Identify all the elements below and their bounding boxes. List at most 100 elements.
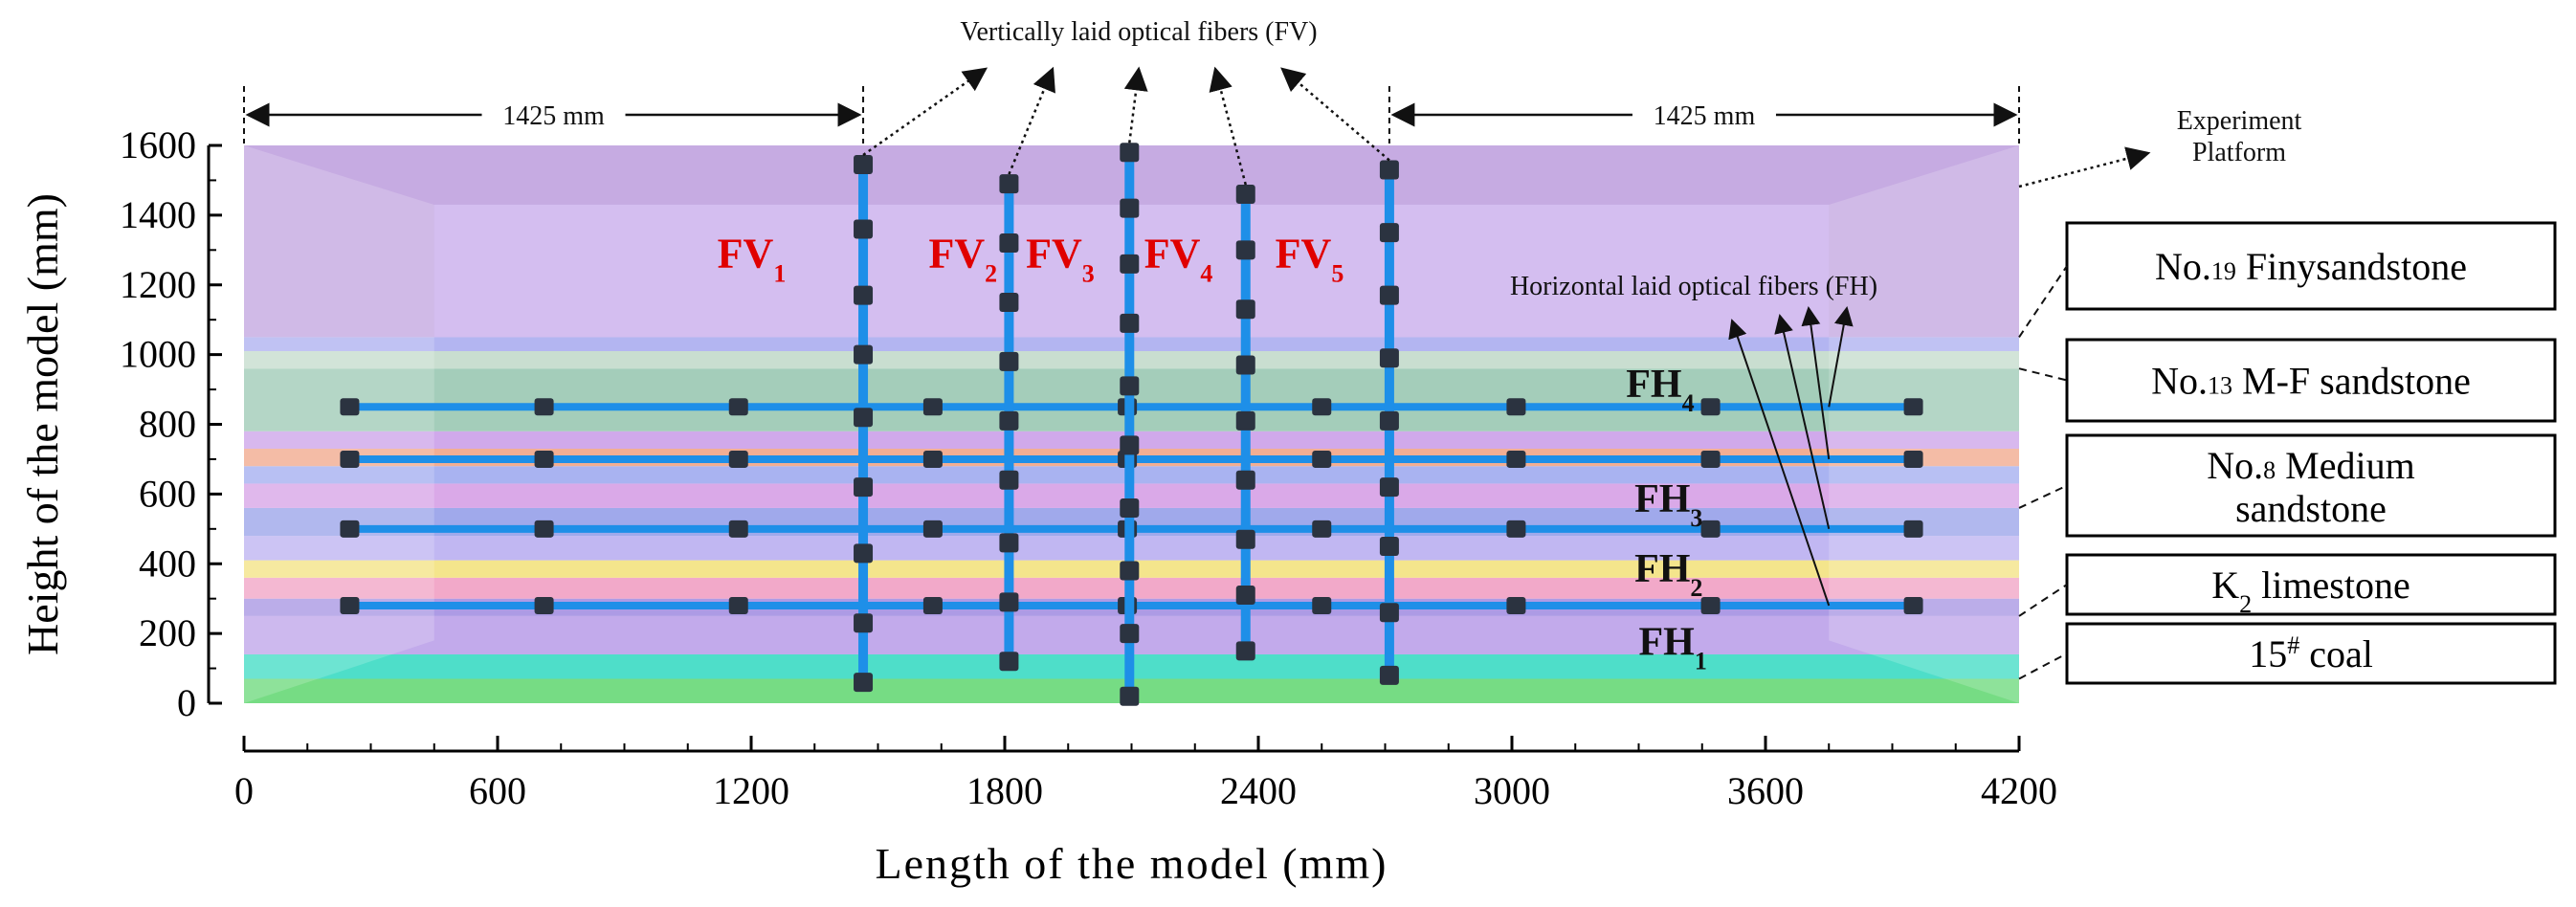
dim-label-right: 1425 mm xyxy=(1654,101,1756,131)
fv-label: FV2 xyxy=(929,231,998,288)
fiber-sensor xyxy=(1235,586,1255,606)
fiber-sensor xyxy=(854,543,874,564)
fiber-sensor xyxy=(854,219,874,239)
fh-callout-text: Horizontal laid optical fibers (FH) xyxy=(1510,272,1877,301)
fiber-sensor xyxy=(1379,477,1399,498)
fiber-sensor xyxy=(1903,596,1923,614)
fv-label: FV3 xyxy=(1026,231,1095,288)
fiber-sensor xyxy=(999,470,1019,490)
fiber-sensor xyxy=(1379,410,1399,431)
strata-label: 15# coal xyxy=(2249,631,2373,676)
fiber-sensor xyxy=(1379,537,1399,557)
strata-legend: No.19 Finysandstone No.13 M-F sandstone No… xyxy=(2018,221,2557,685)
fiber-sensor xyxy=(1700,596,1721,614)
fh-label: FH2 xyxy=(1634,547,1702,602)
y-tick-label: 1000 xyxy=(120,333,196,376)
fiber-sensor xyxy=(1903,450,1923,468)
fiber-sensor xyxy=(1120,498,1140,518)
fiber-sensor xyxy=(1120,143,1140,163)
fiber-sensor xyxy=(1312,596,1332,614)
fiber-sensor xyxy=(340,450,360,468)
fiber-sensor xyxy=(1506,596,1526,614)
fiber-sensor xyxy=(1235,470,1255,490)
fiber-sensor xyxy=(1700,520,1721,538)
fiber-sensor xyxy=(1903,520,1923,538)
strata-label: K2 limestone xyxy=(2211,564,2409,618)
optical-fibers xyxy=(340,143,1923,706)
fiber-sensor xyxy=(922,596,943,614)
fv-callout-arrow xyxy=(1123,66,1148,144)
fiber-sensor xyxy=(1379,348,1399,368)
fiber-sensor xyxy=(1312,450,1332,468)
dim-label-left: 1425 mm xyxy=(502,101,605,131)
fiber-sensor xyxy=(1120,624,1140,644)
fiber-sensor xyxy=(1379,160,1399,180)
strata-label: No.19 Finysandstone xyxy=(2155,245,2467,288)
strata-leader xyxy=(2018,265,2068,338)
fiber-sensor xyxy=(1506,450,1526,468)
y-tick-label: 600 xyxy=(139,472,196,515)
platform-left-wall xyxy=(244,145,434,703)
fiber-sensor xyxy=(1120,313,1140,333)
strata-label: No.13 M-F sandstone xyxy=(2151,360,2471,403)
fv-label: FV5 xyxy=(1276,231,1344,288)
fiber-sensor xyxy=(1120,376,1140,396)
fiber-sensor xyxy=(1235,410,1255,431)
x-tick-label: 3000 xyxy=(1474,769,1550,812)
fiber-sensor xyxy=(854,344,874,365)
fiber-sensor xyxy=(1312,398,1332,416)
fiber-sensor xyxy=(1506,520,1526,538)
fiber-sensor xyxy=(854,155,874,175)
strata-box xyxy=(2065,553,2557,616)
fh-callout-arrow xyxy=(1728,319,1831,607)
fiber-sensor xyxy=(854,477,874,498)
fiber-labels: FV1 FV2 FV3 FV4 FV5 FH1 FH2 FH3 FH4 xyxy=(718,231,1707,675)
x-tick-label: 2400 xyxy=(1220,769,1297,812)
x-tick-label: 1200 xyxy=(713,769,789,812)
strata-leader xyxy=(2018,367,2068,382)
fiber-sensor xyxy=(1506,398,1526,416)
fiber-sensor xyxy=(534,398,554,416)
fiber-sensor xyxy=(1312,520,1332,538)
dim-label-bg xyxy=(1632,98,1776,132)
fiber-sensor xyxy=(854,285,874,305)
fiber-sensor xyxy=(854,673,874,693)
fiber-sensor xyxy=(999,652,1019,672)
fiber-sensor xyxy=(1235,641,1255,661)
fiber-sensor xyxy=(1379,285,1399,305)
fiber-sensor xyxy=(534,450,554,468)
fv-callout-arrow xyxy=(1008,66,1055,175)
fiber-sensor xyxy=(1379,223,1399,243)
fiber-sensor xyxy=(1700,450,1721,468)
y-tick-label: 1400 xyxy=(120,193,196,236)
y-tick-label: 200 xyxy=(139,611,196,654)
fiber-sensor xyxy=(1235,355,1255,375)
platform-callout-line2: Platform xyxy=(2192,138,2286,167)
y-tick-label: 400 xyxy=(139,542,196,585)
x-tick-label: 1800 xyxy=(966,769,1043,812)
fv-label: FV1 xyxy=(718,231,787,288)
fiber-sensor xyxy=(922,450,943,468)
fiber-sensor xyxy=(340,596,360,614)
x-tick-label: 600 xyxy=(469,769,526,812)
fiber-sensor xyxy=(728,398,748,416)
fiber-sensor xyxy=(534,520,554,538)
fiber-sensor xyxy=(1120,254,1140,274)
fiber-sensor xyxy=(340,520,360,538)
strata-leader xyxy=(2018,484,2068,509)
fiber-sensor xyxy=(999,233,1019,254)
fh-callout-arrow xyxy=(1828,306,1854,408)
fiber-sensor xyxy=(999,351,1019,371)
fiber-sensor xyxy=(534,596,554,614)
fiber-sensor xyxy=(1235,529,1255,549)
y-tick-label: 1200 xyxy=(120,263,196,306)
dim-label-bg xyxy=(481,98,626,132)
fiber-sensor xyxy=(922,398,943,416)
callouts: Vertically laid optical fibers (FV) Horiz… xyxy=(243,17,2302,607)
fh-label: FH3 xyxy=(1634,477,1702,532)
fiber-sensor xyxy=(999,592,1019,612)
y-tick-label: 800 xyxy=(139,403,196,446)
fiber-sensor xyxy=(340,398,360,416)
x-tick-label: 4200 xyxy=(1981,769,2057,812)
